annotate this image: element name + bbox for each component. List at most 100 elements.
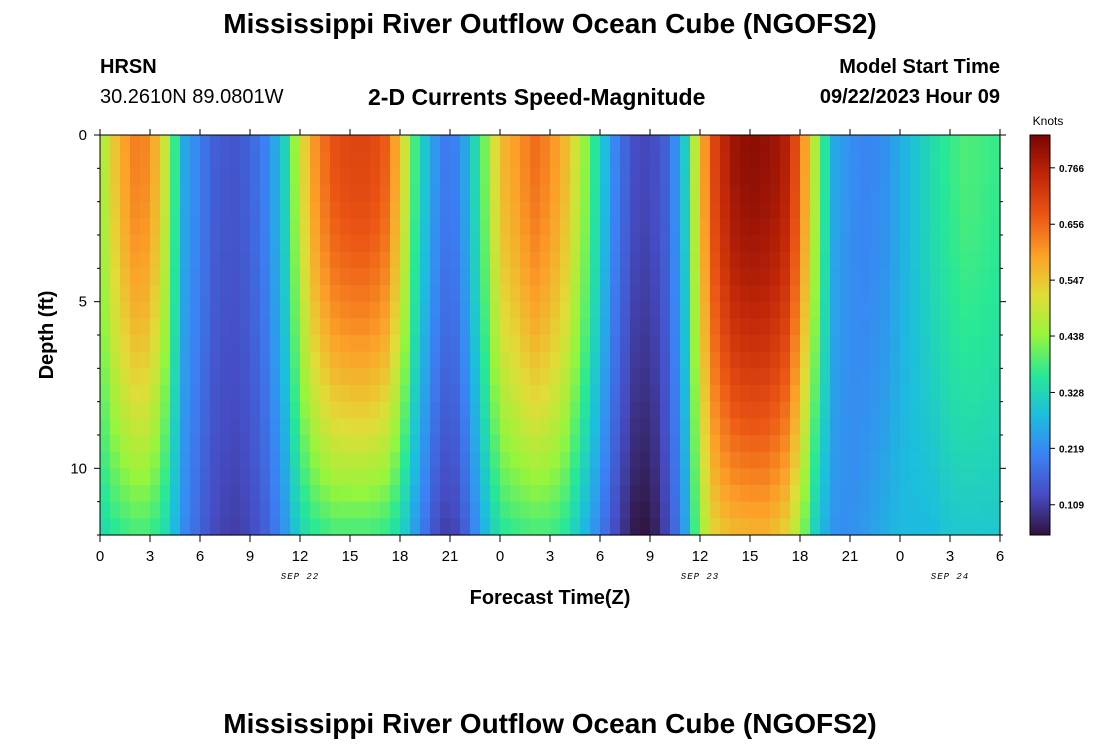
heatmap-cell — [720, 185, 731, 203]
heatmap-cell — [110, 351, 121, 369]
heatmap-cell — [640, 351, 651, 369]
heatmap-cell — [590, 351, 601, 369]
heatmap-cell — [980, 218, 991, 236]
heatmap-cell — [780, 318, 791, 336]
heatmap-cell — [200, 351, 211, 369]
heatmap-cell — [230, 135, 241, 153]
heatmap-cell — [940, 335, 951, 353]
heatmap-cell — [430, 218, 441, 236]
heatmap-cell — [770, 218, 781, 236]
heatmap-cell — [380, 251, 391, 269]
heatmap-cell — [780, 451, 791, 469]
heatmap-cell — [740, 418, 751, 436]
heatmap-cell — [750, 368, 761, 386]
heatmap-cell — [350, 368, 361, 386]
heatmap-cell — [110, 368, 121, 386]
heatmap-cell — [960, 135, 971, 153]
heatmap-cell — [760, 168, 771, 186]
heatmap-cell — [460, 335, 471, 353]
heatmap-cell — [270, 185, 281, 203]
heatmap-cell — [760, 335, 771, 353]
heatmap-cell — [680, 468, 691, 486]
heatmap-cell — [360, 168, 371, 186]
heatmap-cell — [580, 285, 591, 303]
heatmap-cell — [660, 135, 671, 153]
heatmap-cell — [890, 251, 901, 269]
x-tick-label: 6 — [596, 548, 604, 565]
heatmap-cell — [830, 218, 841, 236]
heatmap-cell — [910, 135, 921, 153]
heatmap-cell — [350, 401, 361, 419]
heatmap-cell — [360, 151, 371, 169]
heatmap-cell — [160, 385, 171, 403]
heatmap-cell — [760, 351, 771, 369]
heatmap-cell — [760, 485, 771, 503]
heatmap-cell — [550, 235, 561, 253]
heatmap-cell — [370, 435, 381, 453]
heatmap-cell — [420, 351, 431, 369]
heatmap-cell — [170, 335, 181, 353]
heatmap-cell — [420, 335, 431, 353]
heatmap-cell — [100, 318, 111, 336]
heatmap-cell — [450, 218, 461, 236]
heatmap-cell — [390, 151, 401, 169]
heatmap-cell — [270, 501, 281, 519]
heatmap-cell — [110, 501, 121, 519]
heatmap-cell — [560, 318, 571, 336]
heatmap-cell — [410, 301, 421, 319]
heatmap-cell — [120, 451, 131, 469]
heatmap-cell — [750, 218, 761, 236]
heatmap-cell — [680, 251, 691, 269]
heatmap-cell — [470, 518, 481, 536]
heatmap-cell — [520, 218, 531, 236]
heatmap-cell — [780, 435, 791, 453]
heatmap-cell — [100, 218, 111, 236]
heatmap-cell — [620, 318, 631, 336]
heatmap-cell — [700, 201, 711, 219]
heatmap-cell — [320, 268, 331, 286]
heatmap-cell — [720, 468, 731, 486]
heatmap-cell — [870, 235, 881, 253]
heatmap-cell — [270, 485, 281, 503]
heatmap-cell — [630, 285, 641, 303]
heatmap-cell — [260, 518, 271, 536]
heatmap-cell — [850, 501, 861, 519]
heatmap-cell — [340, 435, 351, 453]
heatmap-cell — [480, 468, 491, 486]
heatmap-cell — [100, 385, 111, 403]
heatmap-cell — [200, 435, 211, 453]
heatmap-cell — [100, 268, 111, 286]
heatmap-cell — [790, 401, 801, 419]
heatmap-cell — [280, 435, 291, 453]
heatmap-cell — [850, 268, 861, 286]
heatmap-cell — [270, 418, 281, 436]
heatmap-cell — [700, 301, 711, 319]
heatmap-cell — [740, 468, 751, 486]
heatmap-cell — [450, 335, 461, 353]
heatmap-cell — [520, 318, 531, 336]
heatmap-cell — [920, 251, 931, 269]
heatmap-cell — [730, 285, 741, 303]
heatmap-cell — [570, 285, 581, 303]
heatmap-cell — [640, 335, 651, 353]
heatmap-cell — [140, 335, 151, 353]
heatmap-cell — [130, 468, 141, 486]
heatmap-cell — [190, 368, 201, 386]
heatmap-cell — [110, 318, 121, 336]
heatmap-cell — [710, 135, 721, 153]
x-tick-label: 18 — [392, 548, 409, 565]
heatmap-cell — [290, 151, 301, 169]
heatmap-cell — [770, 401, 781, 419]
heatmap-cell — [190, 501, 201, 519]
heatmap-cell — [670, 468, 681, 486]
heatmap-cell — [230, 285, 241, 303]
heatmap-cell — [550, 168, 561, 186]
heatmap-cell — [130, 451, 141, 469]
heatmap-cell — [380, 285, 391, 303]
heatmap-cell — [200, 368, 211, 386]
heatmap-cell — [550, 368, 561, 386]
heatmap-cell — [790, 335, 801, 353]
heatmap-cell — [940, 268, 951, 286]
heatmap-cell — [960, 385, 971, 403]
